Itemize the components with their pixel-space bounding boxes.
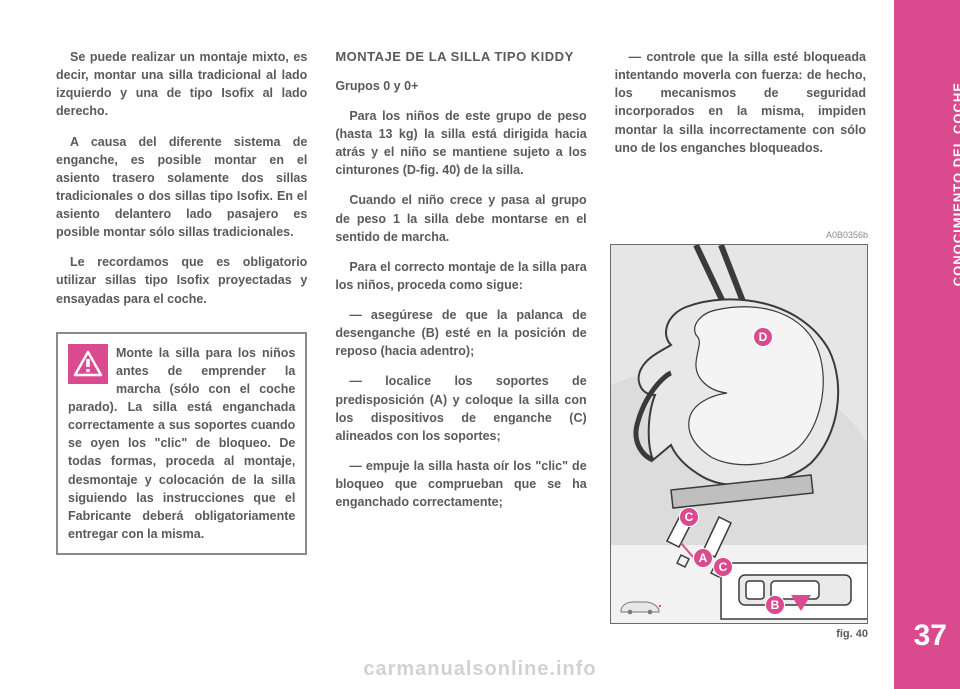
chapter-label: CONOCIMIENTO DEL COCHE xyxy=(950,82,960,286)
section-title: MONTAJE DE LA SILLA TIPO KIDDY xyxy=(335,48,586,67)
callout-d: D xyxy=(753,327,773,347)
column-1: Se puede realizar un montaje mixto, es d… xyxy=(56,48,307,555)
figure-40: D C A C B xyxy=(610,244,868,624)
paragraph: — asegúrese de que la palanca de desenga… xyxy=(335,306,586,360)
paragraph: — empuje la silla hasta oír los "clic" d… xyxy=(335,457,586,511)
chapter-sidebar: CONOCIMIENTO DEL COCHE 37 xyxy=(894,0,960,689)
page-number: 37 xyxy=(914,619,947,653)
paragraph: Cuando el niño crece y pasa al grupo de … xyxy=(335,191,586,245)
watermark: carmanualsonline.info xyxy=(363,658,596,681)
section-subtitle: Grupos 0 y 0+ xyxy=(335,77,586,95)
paragraph: Le recordamos que es obligatorio utiliza… xyxy=(56,253,307,307)
callout-c: C xyxy=(713,557,733,577)
car-silhouette-icon xyxy=(619,597,661,615)
paragraph: Para el correcto montaje de la silla par… xyxy=(335,258,586,294)
manual-page: Se puede realizar un montaje mixto, es d… xyxy=(0,0,960,689)
callout-c: C xyxy=(679,507,699,527)
paragraph: — controle que la silla esté bloqueada i… xyxy=(615,48,866,157)
callout-a: A xyxy=(693,548,713,568)
child-seat-illustration xyxy=(611,245,868,624)
figure-code: A0B0356b xyxy=(610,230,868,240)
warning-box: Monte la silla para los niños antes de e… xyxy=(56,332,307,555)
warning-icon xyxy=(68,344,108,384)
paragraph: A causa del diferente sistema de enganch… xyxy=(56,133,307,242)
arrow-down-icon xyxy=(791,595,811,611)
figure-label: fig. 40 xyxy=(836,628,868,640)
column-2: MONTAJE DE LA SILLA TIPO KIDDY Grupos 0 … xyxy=(335,48,586,555)
paragraph: Se puede realizar un montaje mixto, es d… xyxy=(56,48,307,121)
callout-b: B xyxy=(765,595,785,615)
paragraph: — localice los soportes de predisposició… xyxy=(335,372,586,445)
paragraph: Para los niños de este grupo de peso (ha… xyxy=(335,107,586,180)
